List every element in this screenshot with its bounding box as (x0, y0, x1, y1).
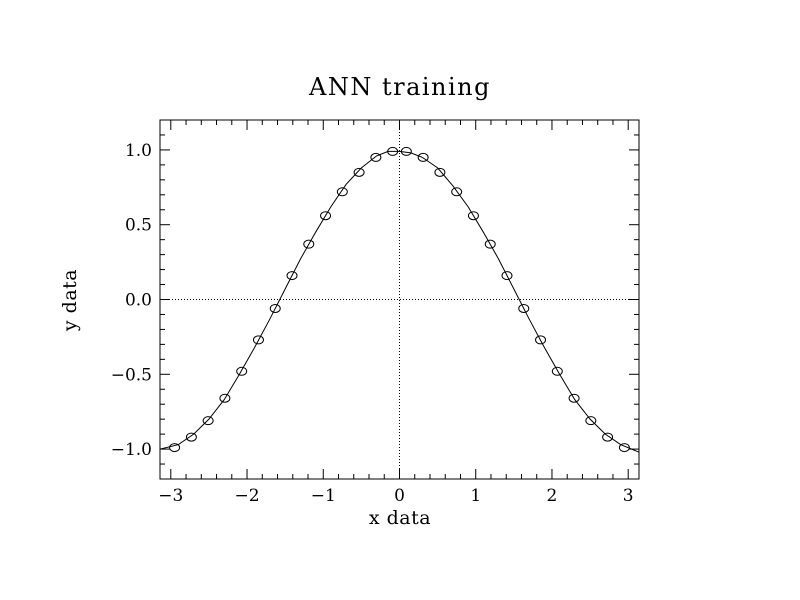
data-points-group (169, 146, 630, 453)
data-point (169, 443, 181, 453)
y-tick-label: 0.0 (125, 291, 152, 311)
y-tick-label: 0.5 (125, 216, 152, 236)
x-tick-label: 2 (547, 486, 558, 506)
data-point (269, 303, 281, 313)
tick-labels: −3 −2 −1 0 1 2 3 −1.0 −0.5 0.0 0.5 1.0 (111, 141, 634, 506)
y-axis-label: y data (59, 269, 81, 332)
chart-title: ANN training (308, 73, 491, 101)
x-tick-label: −2 (234, 486, 259, 506)
fit-line-group (160, 150, 640, 453)
data-point (286, 271, 298, 281)
axis-ticks (160, 119, 639, 480)
x-tick-label: 3 (623, 486, 634, 506)
data-point (303, 239, 315, 249)
x-tick-label: 0 (394, 486, 405, 506)
data-point (370, 152, 382, 162)
data-point (535, 335, 547, 345)
data-point (585, 416, 597, 426)
data-point (518, 303, 530, 313)
data-point (602, 432, 614, 442)
x-tick-label: −1 (311, 486, 336, 506)
data-point (484, 239, 496, 249)
data-point (451, 187, 463, 197)
data-point (185, 432, 197, 442)
data-point (387, 146, 399, 156)
y-tick-label: 1.0 (125, 141, 152, 161)
data-point (434, 167, 446, 177)
x-axis-label: x data (369, 507, 431, 529)
data-point (568, 393, 580, 403)
data-point (320, 211, 332, 221)
y-tick-label: −0.5 (111, 365, 152, 385)
data-point (417, 152, 429, 162)
data-point (202, 416, 214, 426)
fit-line (160, 150, 640, 453)
data-point (400, 146, 412, 156)
data-point (501, 271, 513, 281)
data-point (551, 366, 563, 376)
data-point (618, 443, 630, 453)
plot-frame (159, 119, 640, 480)
data-point (252, 335, 264, 345)
data-point (353, 167, 365, 177)
x-tick-label: 1 (470, 486, 481, 506)
reference-lines (160, 120, 639, 479)
data-point (336, 187, 348, 197)
y-tick-label: −1.0 (111, 440, 152, 460)
data-point (236, 366, 248, 376)
data-point (219, 393, 231, 403)
data-point (467, 211, 479, 221)
x-tick-label: −3 (158, 486, 183, 506)
